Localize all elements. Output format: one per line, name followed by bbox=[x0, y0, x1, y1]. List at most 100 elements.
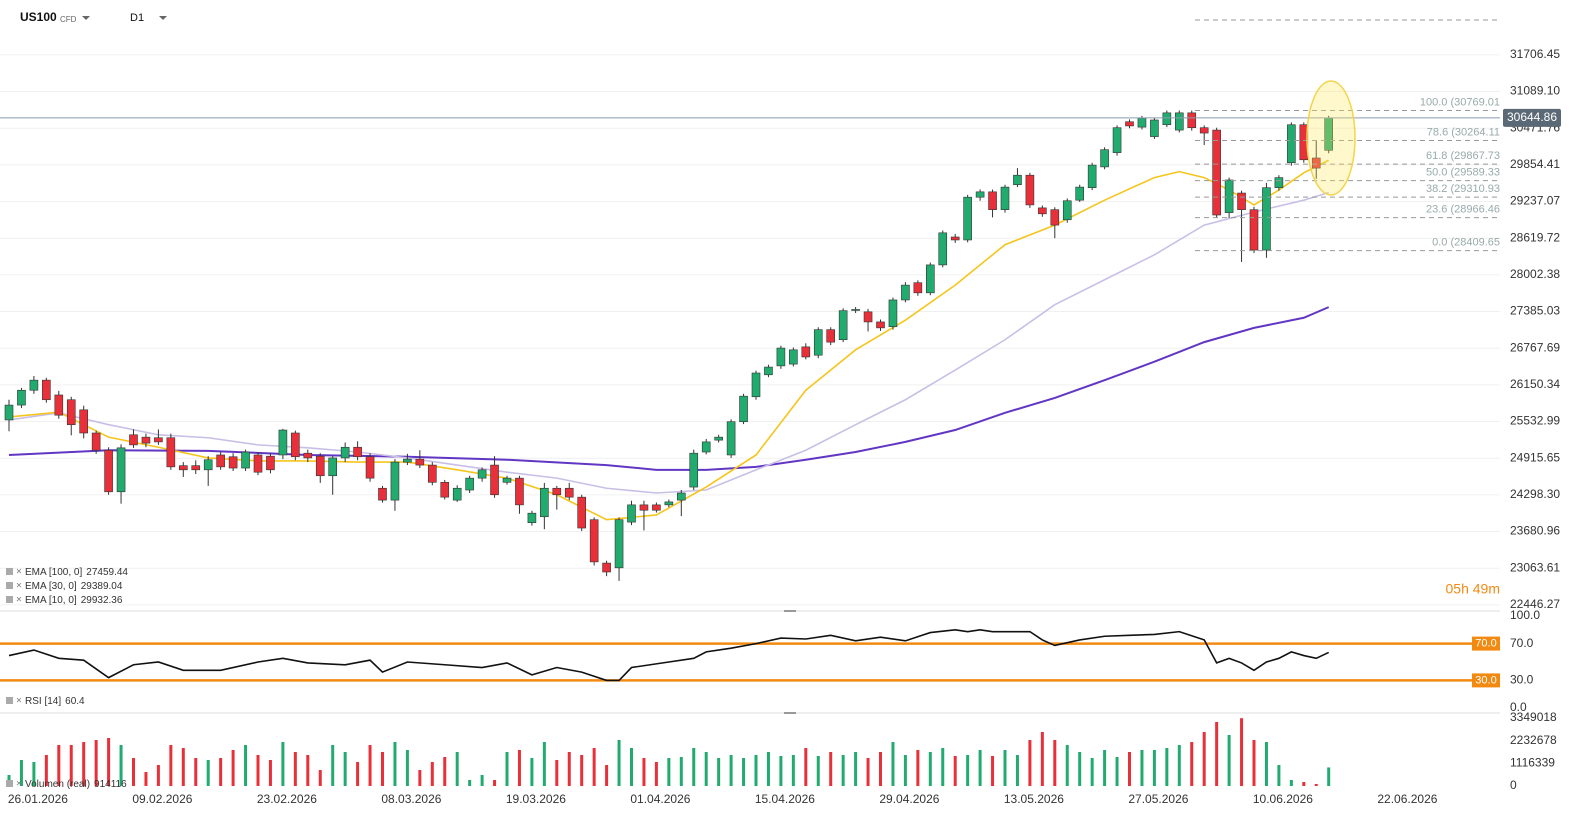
symbol[interactable]: US100 bbox=[20, 10, 57, 24]
volume-bar bbox=[331, 745, 335, 786]
highlight-ellipse bbox=[1306, 80, 1356, 196]
candle-body bbox=[104, 449, 113, 493]
volume-bar bbox=[816, 756, 820, 786]
candle-body bbox=[328, 457, 338, 477]
candle-body bbox=[515, 477, 524, 506]
volume-bar bbox=[181, 748, 185, 786]
y-tick-label: 22446.27 bbox=[1510, 597, 1560, 611]
volume-bar bbox=[692, 748, 696, 786]
x-tick-label: 26.01.2026 bbox=[8, 792, 68, 806]
y-tick-label: 25532.99 bbox=[1510, 414, 1560, 428]
volume-bar bbox=[779, 756, 783, 786]
y-tick-label: 28002.38 bbox=[1510, 267, 1560, 281]
x-tick-label: 01.04.2026 bbox=[630, 792, 690, 806]
volume-bar bbox=[405, 750, 409, 786]
volume-bar bbox=[642, 758, 646, 786]
x-tick-label: 29.04.2026 bbox=[879, 792, 939, 806]
y-tick-label: 28619.72 bbox=[1510, 230, 1560, 244]
volume-bar bbox=[44, 755, 48, 786]
volume-bar bbox=[1003, 750, 1007, 786]
volume-bar bbox=[517, 750, 521, 786]
volume-bar bbox=[1240, 718, 1244, 786]
candle-body bbox=[975, 191, 985, 198]
x-tick-label: 13.05.2026 bbox=[1004, 792, 1064, 806]
x-tick-label: 27.05.2026 bbox=[1128, 792, 1188, 806]
x-tick-label: 08.03.2026 bbox=[381, 792, 441, 806]
volume-bar bbox=[1314, 784, 1318, 786]
candle-body bbox=[614, 519, 624, 569]
fib-label: 61.8 (29867.73 bbox=[1426, 150, 1500, 162]
x-tick-label: 19.03.2026 bbox=[506, 792, 566, 806]
volume-bar bbox=[1053, 740, 1057, 786]
candle-body bbox=[589, 519, 599, 563]
dropdown-arrow[interactable] bbox=[82, 16, 90, 20]
volume-bar bbox=[1264, 742, 1268, 786]
candle-body bbox=[1175, 112, 1184, 131]
volume-bar bbox=[318, 770, 322, 786]
volume-bar bbox=[206, 760, 210, 786]
y-tick-label: 31089.10 bbox=[1510, 84, 1560, 98]
volume-bar bbox=[356, 762, 360, 786]
y-tick-label: 24298.30 bbox=[1510, 487, 1560, 501]
candle-body bbox=[776, 347, 786, 367]
volume-bar bbox=[144, 772, 148, 786]
candle-body bbox=[91, 432, 101, 451]
volume-bar bbox=[679, 757, 683, 786]
volume-bar bbox=[32, 762, 36, 786]
volume-bar bbox=[1078, 752, 1082, 786]
dropdown-arrow[interactable] bbox=[159, 16, 167, 20]
last-price-box bbox=[1503, 108, 1561, 127]
candle-body bbox=[216, 454, 225, 468]
volume-bar bbox=[1190, 742, 1194, 786]
legend-close: × bbox=[16, 696, 22, 707]
candle-body bbox=[179, 465, 188, 471]
volume-bar bbox=[1090, 758, 1094, 786]
volume-bar bbox=[555, 760, 559, 786]
candle-body bbox=[963, 196, 972, 241]
volume-bar bbox=[717, 758, 721, 786]
legend-entry: Volumen (real) 914116 bbox=[25, 779, 127, 790]
volume-bar bbox=[244, 745, 248, 786]
legend-close: × bbox=[16, 595, 22, 606]
last-price-label: 30644.86 bbox=[1507, 110, 1557, 124]
x-tick-label: 22.06.2026 bbox=[1377, 792, 1437, 806]
candle-body bbox=[116, 447, 126, 493]
candle-body bbox=[291, 432, 300, 458]
volume-bar bbox=[1152, 750, 1156, 786]
candle-body bbox=[390, 461, 400, 501]
volume-bar bbox=[19, 760, 23, 786]
y-tick-label: 2232678 bbox=[1510, 733, 1557, 747]
legend-entry: EMA [30, 0] 29389.04 bbox=[25, 581, 123, 592]
candle-body bbox=[913, 282, 923, 294]
candle-body bbox=[726, 421, 736, 456]
volume-bar bbox=[156, 765, 160, 786]
candle-body bbox=[1000, 186, 1010, 210]
rsi-level-box bbox=[1472, 636, 1500, 651]
volume-bar bbox=[704, 752, 708, 786]
volume-bar bbox=[953, 756, 957, 786]
candle-body bbox=[751, 372, 761, 398]
y-tick-label: 29237.07 bbox=[1510, 194, 1560, 208]
timeframe[interactable]: D1 bbox=[130, 12, 144, 24]
candle-body bbox=[689, 452, 699, 488]
volume-bar bbox=[592, 748, 596, 786]
market: CFD bbox=[60, 15, 77, 24]
volume-bar bbox=[107, 738, 111, 786]
volume-bar bbox=[219, 758, 223, 786]
candle-body bbox=[1075, 186, 1084, 201]
legend-name: RSI [14] bbox=[25, 696, 61, 707]
legend-name: EMA [30, 0] bbox=[25, 581, 77, 592]
volume-bar bbox=[1177, 745, 1181, 786]
candle-body bbox=[1287, 124, 1296, 164]
volume-bar bbox=[82, 742, 86, 786]
candle-body bbox=[278, 429, 288, 456]
candle-body bbox=[714, 436, 723, 441]
candle-body bbox=[1087, 164, 1097, 188]
candle-body bbox=[664, 501, 674, 506]
volume-bar bbox=[119, 745, 123, 786]
legend-entry: EMA [10, 0] 29932.36 bbox=[25, 595, 123, 606]
volume-bar bbox=[841, 755, 845, 786]
